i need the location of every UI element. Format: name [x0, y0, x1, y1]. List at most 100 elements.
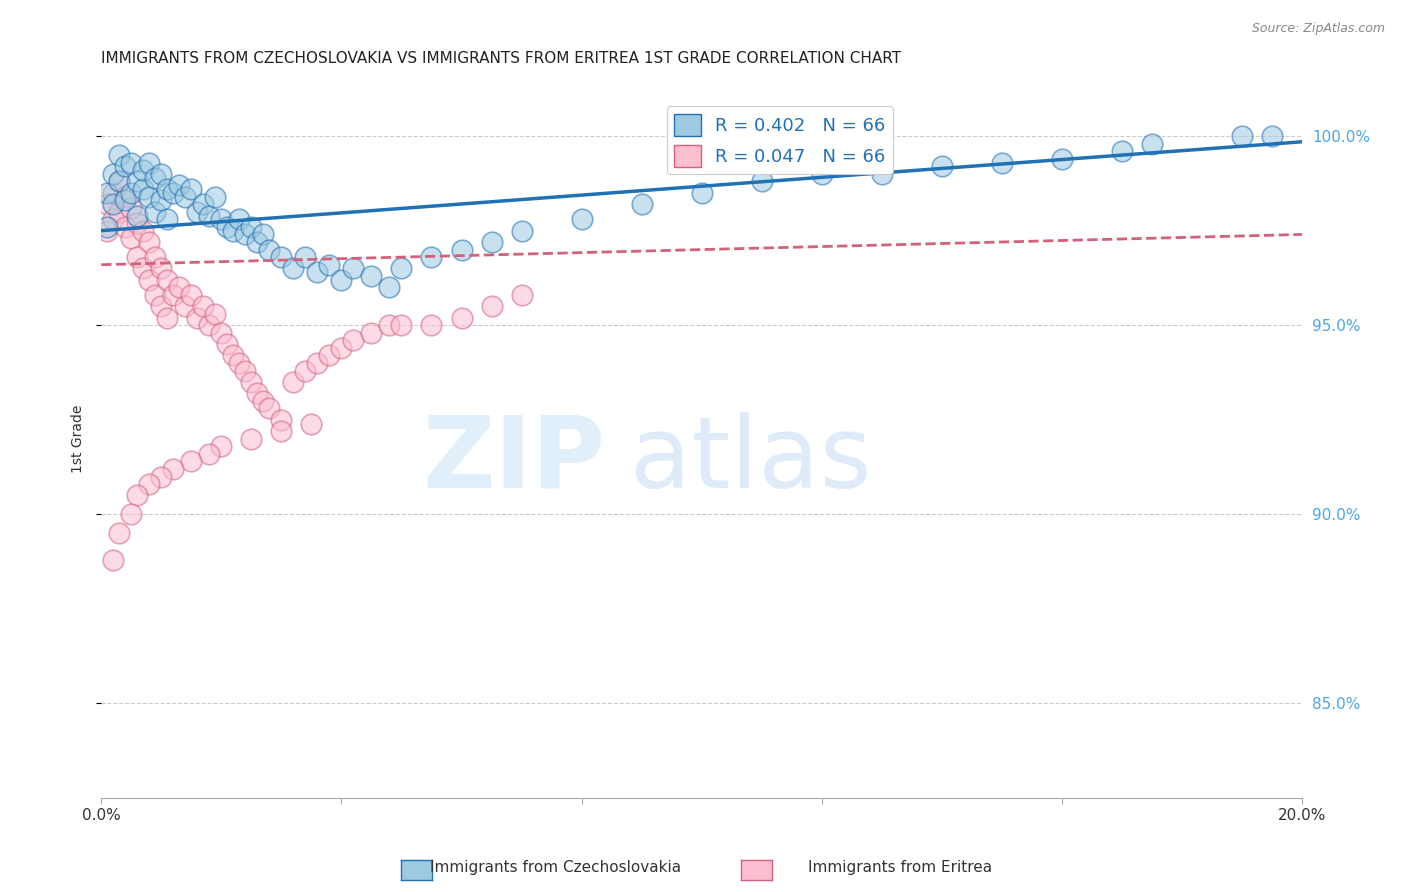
Point — [259, 401, 281, 416]
Point — [96, 224, 118, 238]
Point — [108, 148, 131, 162]
Point — [96, 197, 118, 211]
Point — [150, 194, 173, 208]
Point — [120, 155, 142, 169]
Point — [143, 170, 166, 185]
Point — [246, 235, 269, 249]
Point — [209, 439, 232, 453]
Point — [162, 186, 184, 200]
Point — [96, 186, 118, 200]
Point — [169, 178, 191, 193]
Point — [931, 159, 953, 173]
Point — [114, 219, 136, 234]
Point — [283, 261, 305, 276]
Point — [169, 280, 191, 294]
Point — [228, 356, 250, 370]
Point — [294, 250, 316, 264]
Point — [108, 174, 131, 188]
Point — [991, 155, 1014, 169]
Point — [342, 261, 364, 276]
Point — [510, 224, 533, 238]
Point — [198, 318, 221, 333]
Point — [180, 454, 202, 468]
Point — [127, 488, 149, 502]
Point — [114, 194, 136, 208]
Point — [138, 273, 160, 287]
Point — [378, 280, 401, 294]
Point — [204, 189, 226, 203]
Point — [162, 462, 184, 476]
Text: Source: ZipAtlas.com: Source: ZipAtlas.com — [1251, 22, 1385, 36]
Point — [143, 204, 166, 219]
Point — [174, 189, 197, 203]
Point — [217, 219, 239, 234]
Point — [217, 337, 239, 351]
Point — [156, 212, 179, 227]
Point — [186, 204, 208, 219]
Point — [108, 526, 131, 541]
Point — [127, 174, 149, 188]
Point — [360, 326, 382, 340]
Point — [1111, 145, 1133, 159]
Point — [198, 447, 221, 461]
Point — [233, 363, 256, 377]
Point — [1230, 129, 1253, 144]
Point — [150, 469, 173, 483]
Point — [571, 212, 593, 227]
Point — [481, 299, 503, 313]
Point — [103, 212, 125, 227]
Point — [481, 235, 503, 249]
Point — [127, 216, 149, 230]
Point — [222, 349, 245, 363]
Point — [1140, 136, 1163, 151]
Point — [270, 413, 292, 427]
Point — [138, 189, 160, 203]
Point — [330, 341, 353, 355]
Point — [270, 424, 292, 438]
Point — [120, 231, 142, 245]
Point — [690, 186, 713, 200]
Point — [233, 227, 256, 242]
Text: Immigrants from Eritrea: Immigrants from Eritrea — [808, 861, 991, 875]
Point — [114, 189, 136, 203]
Point — [180, 182, 202, 196]
Point — [270, 250, 292, 264]
Point — [240, 375, 263, 389]
Point — [193, 197, 215, 211]
Point — [252, 227, 274, 242]
Point — [450, 243, 472, 257]
Point — [132, 261, 155, 276]
Text: atlas: atlas — [630, 412, 872, 508]
Point — [103, 197, 125, 211]
Point — [420, 318, 443, 333]
Point — [360, 268, 382, 283]
Point — [120, 508, 142, 522]
Point — [283, 375, 305, 389]
Point — [870, 167, 893, 181]
Legend: R = 0.402   N = 66, R = 0.047   N = 66: R = 0.402 N = 66, R = 0.047 N = 66 — [666, 106, 893, 174]
Point — [150, 261, 173, 276]
Point — [252, 393, 274, 408]
Point — [318, 258, 340, 272]
Point — [259, 243, 281, 257]
Point — [1261, 129, 1284, 144]
Point — [246, 386, 269, 401]
Point — [150, 299, 173, 313]
Point — [240, 432, 263, 446]
Point — [204, 307, 226, 321]
Point — [138, 155, 160, 169]
Point — [156, 182, 179, 196]
Point — [103, 186, 125, 200]
Point — [198, 209, 221, 223]
Point — [630, 197, 652, 211]
Point — [193, 299, 215, 313]
Point — [120, 201, 142, 215]
Point — [420, 250, 443, 264]
Point — [132, 182, 155, 196]
Point — [299, 417, 322, 431]
Point — [228, 212, 250, 227]
Point — [342, 334, 364, 348]
Point — [138, 477, 160, 491]
Point — [391, 318, 413, 333]
Point — [96, 219, 118, 234]
